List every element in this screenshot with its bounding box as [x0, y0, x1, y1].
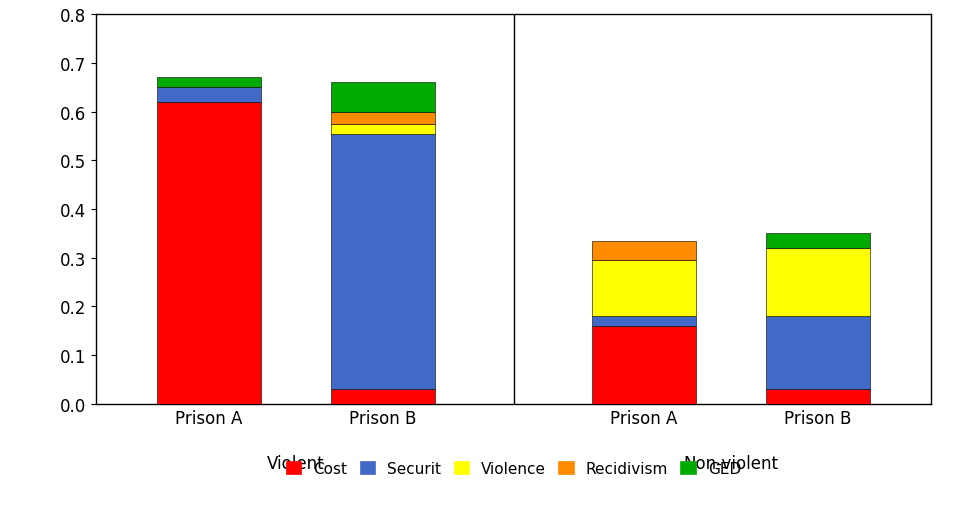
Text: Violent: Violent — [267, 454, 324, 473]
Bar — [592, 326, 696, 404]
Bar — [592, 317, 696, 326]
Text: Non-violent: Non-violent — [684, 454, 779, 473]
Bar — [156, 103, 261, 404]
Bar — [766, 389, 871, 404]
Bar — [331, 83, 435, 112]
Bar — [766, 248, 871, 317]
Bar — [331, 134, 435, 389]
Bar — [331, 125, 435, 134]
Bar — [156, 88, 261, 103]
Legend: Cost, Securit, Violence, Recidivism, GED: Cost, Securit, Violence, Recidivism, GED — [280, 454, 747, 482]
Bar — [156, 78, 261, 88]
Bar — [592, 241, 696, 261]
Bar — [766, 317, 871, 389]
Bar — [766, 234, 871, 248]
Bar — [331, 112, 435, 125]
Bar — [331, 389, 435, 404]
Bar — [592, 261, 696, 317]
